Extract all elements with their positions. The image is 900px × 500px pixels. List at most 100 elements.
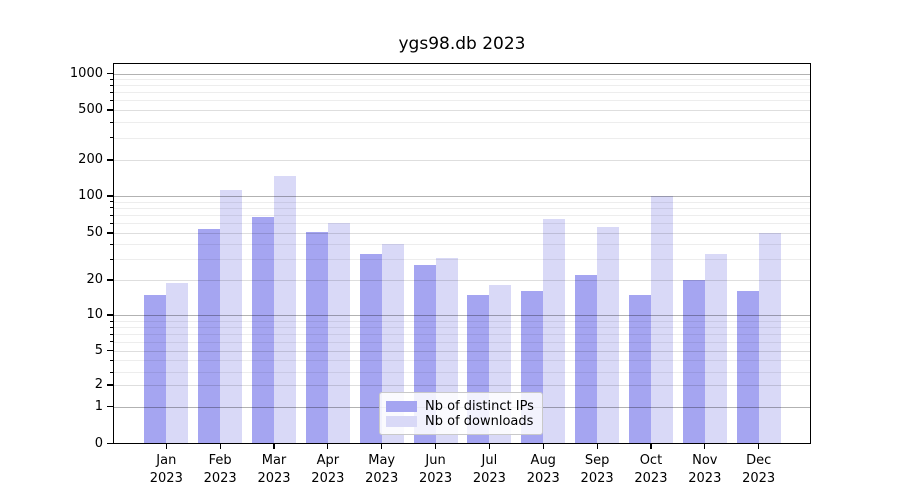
y-tick-1000: [106, 72, 113, 75]
x-tick-label-jun-2023: Jun 2023: [400, 452, 472, 488]
bar-nb-of-downloads-mar-2023: [274, 175, 296, 444]
x-tick-label-line: Dec: [746, 453, 772, 468]
gridline-90: [113, 201, 811, 203]
gridline-500: [113, 110, 811, 111]
gridline-5: [113, 350, 811, 352]
y-tick-label-20: 20: [86, 272, 103, 287]
x-tick-label-oct-2023: Oct 2023: [615, 452, 687, 488]
y-minor-tick-90: [109, 201, 113, 203]
x-tick-label-line: 2023: [257, 471, 291, 486]
y-minor-tick-6: [109, 341, 113, 342]
x-tick-label-line: 2023: [472, 471, 506, 486]
y-minor-tick-30: [109, 258, 113, 260]
x-tick-nov-2023: [704, 443, 706, 449]
x-tick-jul-2023: [488, 443, 490, 449]
legend: Nb of distinct IPs Nb of downloads: [379, 392, 543, 435]
y-tick-label-1: 1: [94, 398, 103, 414]
x-tick-label-line: 2023: [149, 471, 183, 486]
x-tick-label-line: 2023: [419, 471, 453, 486]
bar-nb-of-downloads-aug-2023: [543, 218, 566, 444]
x-tick-apr-2023: [327, 443, 329, 449]
x-tick-label-line: 2023: [526, 471, 560, 486]
gridline-2: [113, 385, 811, 386]
y-tick-5: [106, 349, 113, 352]
y-minor-tick-9: [109, 320, 113, 322]
x-tick-dec-2023: [758, 443, 760, 449]
y-tick-200: [106, 159, 113, 161]
x-tick-oct-2023: [650, 443, 652, 449]
x-tick-label-line: Nov: [692, 453, 718, 468]
y-minor-tick-600: [109, 99, 113, 101]
x-tick-label-jan-2023: Jan 2023: [130, 452, 202, 488]
bar-nb-of-distinct-ips-dec-2023: [736, 291, 759, 444]
x-tick-label-line: Aug: [530, 453, 556, 468]
y-tick-label-5: 5: [94, 342, 103, 358]
y-minor-tick-4: [109, 359, 113, 361]
x-tick-sep-2023: [596, 443, 598, 449]
y-tick-50: [106, 232, 113, 234]
x-tick-label-mar-2023: Mar 2023: [238, 452, 310, 488]
x-tick-label-line: May: [368, 453, 396, 468]
x-tick-label-line: Oct: [639, 453, 663, 468]
y-minor-tick-7: [109, 333, 113, 335]
gridline-600: [113, 100, 811, 102]
x-tick-label-sep-2023: Sep 2023: [561, 452, 633, 488]
gridline-200: [113, 160, 811, 161]
x-tick-may-2023: [381, 443, 383, 449]
x-tick-label-line: 2023: [634, 471, 668, 486]
y-tick-label-100: 100: [78, 188, 103, 203]
y-tick-100: [106, 195, 113, 197]
x-tick-label-line: 2023: [365, 471, 399, 486]
y-minor-tick-60: [109, 222, 113, 224]
x-tick-label-line: Apr: [316, 453, 340, 468]
x-tick-label-line: 2023: [203, 471, 237, 486]
x-tick-label-jul-2023: Jul 2023: [453, 452, 525, 488]
bar-nb-of-downloads-apr-2023: [327, 223, 350, 444]
gridline-6: [113, 341, 811, 343]
x-tick-mar-2023: [273, 443, 275, 449]
gridline-1000: [113, 73, 811, 75]
y-tick-label-2: 2: [94, 377, 103, 392]
x-tick-label-line: Jan: [156, 453, 177, 468]
gridline-7: [113, 334, 811, 335]
x-tick-label-aug-2023: Aug 2023: [507, 452, 579, 488]
y-tick-label-10: 10: [86, 307, 103, 322]
bar-nb-of-downloads-oct-2023: [650, 196, 673, 444]
x-tick-label-line: Mar: [261, 453, 287, 468]
bar-nb-of-distinct-ips-apr-2023: [305, 231, 328, 444]
bar-nb-of-distinct-ips-may-2023: [359, 254, 382, 444]
y-tick-label-200: 200: [78, 152, 103, 167]
gridline-4: [113, 360, 811, 361]
y-minor-tick-400: [109, 121, 113, 123]
gridline-20: [113, 280, 811, 281]
y-minor-tick-300: [109, 137, 113, 139]
bar-nb-of-downloads-dec-2023: [758, 233, 781, 444]
x-tick-label-may-2023: May 2023: [346, 452, 418, 488]
y-tick-label-500: 500: [78, 102, 103, 117]
y-tick-label-50: 50: [86, 225, 103, 240]
y-tick-1: [106, 406, 113, 408]
gridline-700: [113, 92, 811, 94]
x-tick-jun-2023: [434, 443, 437, 449]
y-minor-tick-40: [109, 243, 113, 245]
bar-nb-of-distinct-ips-nov-2023: [682, 280, 705, 444]
y-minor-tick-800: [109, 84, 113, 86]
y-tick-10: [106, 314, 113, 316]
gridline-9: [113, 321, 811, 322]
y-tick-label-1000: 1000: [69, 65, 103, 81]
x-tick-label-line: Feb: [208, 453, 232, 468]
gridline-30: [113, 259, 811, 261]
legend-item-nb-of-distinct-ips: Nb of distinct IPs: [386, 399, 534, 414]
gridline-800: [113, 85, 811, 87]
y-tick-0: [106, 442, 113, 445]
plot-area: [113, 63, 811, 444]
gridline-300: [113, 137, 811, 139]
gridline-80: [113, 207, 811, 209]
gridline-60: [113, 223, 811, 225]
gridline-3: [113, 372, 811, 374]
gridline-100: [113, 196, 811, 197]
x-tick-label-line: 2023: [742, 471, 776, 486]
x-tick-label-feb-2023: Feb 2023: [184, 452, 256, 488]
gridline-10: [113, 315, 811, 316]
bar-nb-of-downloads-nov-2023: [704, 254, 727, 444]
